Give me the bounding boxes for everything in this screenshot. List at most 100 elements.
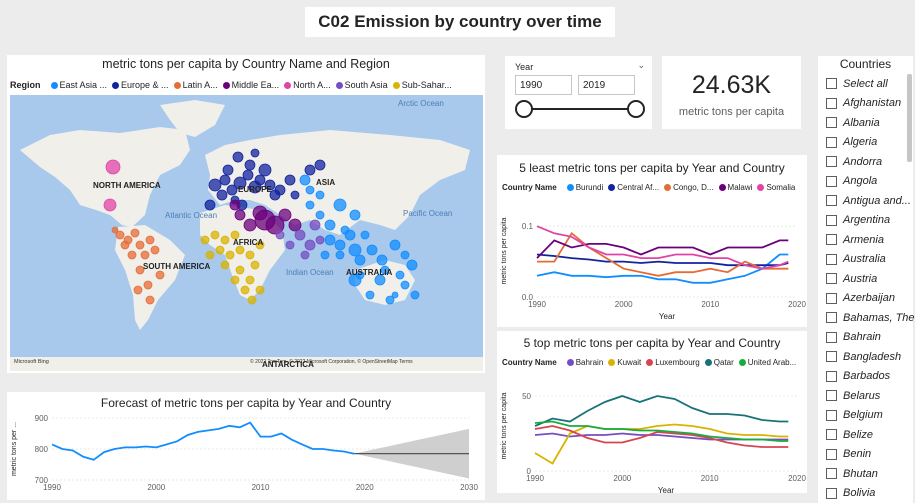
map-bubble[interactable] [135, 240, 145, 250]
checkbox[interactable] [826, 78, 837, 90]
map-bubble[interactable] [245, 250, 255, 260]
map-legend-item[interactable]: Latin A... [182, 80, 218, 90]
country-option[interactable]: Angola [826, 172, 906, 192]
map-bubble[interactable] [284, 174, 296, 186]
map-bubble[interactable] [240, 285, 250, 295]
map-bubble[interactable] [220, 235, 230, 245]
map-bubble[interactable] [230, 275, 240, 285]
map-bubble[interactable] [235, 245, 245, 255]
map-legend-item[interactable]: North A... [293, 80, 331, 90]
map-bubble[interactable] [222, 164, 234, 176]
map-bubble[interactable] [140, 250, 150, 260]
slider-handle-end[interactable] [627, 100, 645, 118]
map-bubble[interactable] [204, 199, 216, 211]
country-option[interactable]: Armenia [826, 230, 906, 250]
checkbox[interactable] [826, 195, 837, 207]
checkbox[interactable] [826, 97, 837, 109]
map-bubble[interactable] [385, 295, 395, 305]
map-bubble[interactable] [250, 148, 260, 158]
country-option[interactable]: Andorra [826, 152, 906, 172]
map-bubble[interactable] [275, 230, 285, 240]
map-bubble[interactable] [255, 240, 265, 250]
map-bubble[interactable] [230, 230, 240, 240]
scrollbar[interactable] [907, 74, 912, 162]
map-bubble[interactable] [294, 229, 306, 241]
map-bubble[interactable] [258, 163, 272, 177]
map-legend-item[interactable]: Sub-Sahar... [401, 80, 452, 90]
map-bubble[interactable] [300, 250, 310, 260]
map-bubble[interactable] [290, 190, 300, 200]
slider-track[interactable] [523, 108, 636, 110]
map-bubble[interactable] [150, 245, 160, 255]
least-legend-item[interactable]: Somalia [766, 183, 796, 192]
map-bubble[interactable] [305, 185, 315, 195]
country-option[interactable]: Austria [826, 269, 906, 289]
map-bubble[interactable] [205, 250, 215, 260]
map-bubble[interactable] [120, 240, 130, 250]
year-to-input[interactable]: 2019 [578, 75, 635, 95]
map-bubble[interactable] [235, 265, 245, 275]
map-bubble[interactable] [216, 189, 228, 201]
map-bubble[interactable] [255, 285, 265, 295]
map-bubble[interactable] [105, 159, 121, 175]
top-legend-item[interactable]: Qatar [713, 358, 734, 367]
year-from-input[interactable]: 1990 [515, 75, 572, 95]
checkbox[interactable] [826, 429, 837, 441]
map-bubble[interactable] [143, 280, 153, 290]
checkbox[interactable] [826, 214, 837, 226]
map-bubble[interactable] [254, 174, 266, 186]
country-option[interactable]: Belgium [826, 406, 906, 426]
map-bubble[interactable] [115, 230, 125, 240]
map-bubble[interactable] [389, 239, 401, 251]
country-option[interactable]: Bolivia [826, 484, 906, 503]
country-option[interactable]: Afghanistan [826, 94, 906, 114]
map-bubble[interactable] [225, 250, 235, 260]
map-bubble[interactable] [354, 254, 366, 266]
map-bubble[interactable] [299, 174, 311, 186]
country-option[interactable]: Argentina [826, 211, 906, 231]
map-card[interactable]: metric tons per capita by Country Name a… [7, 55, 485, 373]
country-option[interactable]: Bangladesh [826, 347, 906, 367]
map-bubble[interactable] [374, 274, 386, 286]
least-legend-item[interactable]: Congo, D... [673, 183, 714, 192]
country-option[interactable]: Benin [826, 445, 906, 465]
map-bubble[interactable] [219, 174, 231, 186]
map-bubble[interactable] [410, 290, 420, 300]
map-bubble[interactable] [365, 290, 375, 300]
checkbox[interactable] [826, 409, 837, 421]
countries-slicer[interactable]: Countries Select all Afghanistan Albania Al… [818, 56, 915, 503]
map-bubble[interactable] [135, 265, 145, 275]
country-option[interactable]: Belize [826, 425, 906, 445]
country-option[interactable]: Select all [826, 74, 906, 94]
checkbox[interactable] [826, 292, 837, 304]
year-slicer[interactable]: Year ⌄ 1990 2019 [505, 56, 652, 129]
checkbox[interactable] [826, 253, 837, 265]
map-bubble[interactable] [335, 250, 345, 260]
country-option[interactable]: Albania [826, 113, 906, 133]
checkbox[interactable] [826, 234, 837, 246]
country-option[interactable]: Barbados [826, 367, 906, 387]
map-bubble[interactable] [334, 239, 346, 251]
map-bubble[interactable] [348, 273, 362, 287]
map-canvas[interactable]: NORTH AMERICA SOUTH AMERICA EUROPE ASIA … [10, 95, 483, 371]
map-legend-item[interactable]: East Asia ... [59, 80, 108, 90]
map-bubble[interactable] [324, 234, 336, 246]
map-bubble[interactable] [103, 198, 117, 212]
map-bubble[interactable] [395, 270, 405, 280]
map-bubble[interactable] [305, 200, 315, 210]
checkbox[interactable] [826, 487, 837, 499]
map-legend-item[interactable]: Middle Ea... [231, 80, 280, 90]
checkbox[interactable] [826, 273, 837, 285]
map-bubble[interactable] [264, 179, 276, 191]
map-bubble[interactable] [333, 198, 347, 212]
map-bubble[interactable] [406, 259, 418, 271]
map-bubble[interactable] [315, 190, 325, 200]
map-bubble[interactable] [130, 228, 140, 238]
map-bubble[interactable] [133, 285, 143, 295]
country-option[interactable]: Azerbaijan [826, 289, 906, 309]
map-legend-item[interactable]: Europe & ... [121, 80, 169, 90]
map-bubble[interactable] [145, 235, 155, 245]
map-legend-item[interactable]: South Asia [344, 80, 388, 90]
map-bubble[interactable] [314, 159, 326, 171]
map-bubble[interactable] [242, 169, 254, 181]
